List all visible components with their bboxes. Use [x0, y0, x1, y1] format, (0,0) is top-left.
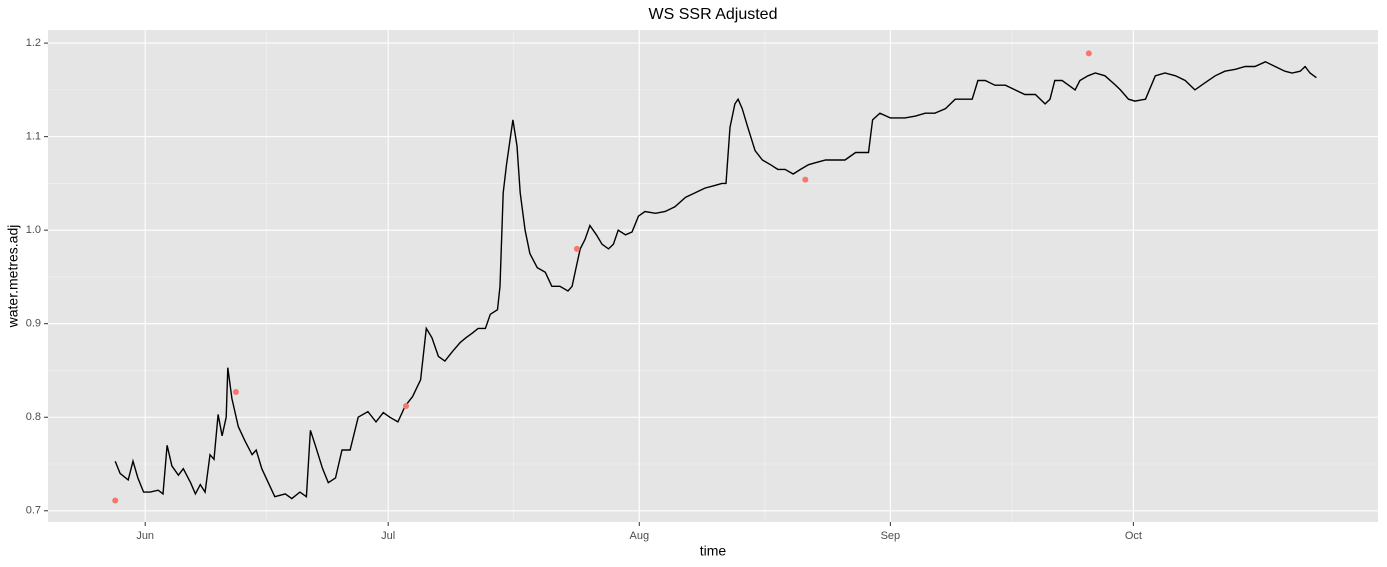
data-point: [1085, 50, 1092, 57]
data-point: [802, 176, 809, 183]
chart-title: WS SSR Adjusted: [649, 6, 778, 23]
y-tick-label: 1.0: [26, 224, 41, 236]
x-tick-label: Jul: [381, 530, 395, 542]
y-axis-title: water.metres.adj: [5, 225, 21, 329]
data-point: [112, 497, 119, 504]
data-point: [573, 245, 580, 252]
data-point: [232, 388, 239, 395]
y-tick-label: 0.8: [26, 411, 41, 423]
x-tick-label: Jun: [136, 530, 154, 542]
x-tick-label: Sep: [881, 530, 901, 542]
y-tick-label: 1.2: [26, 37, 41, 49]
x-axis-title: time: [700, 543, 727, 559]
data-point: [403, 403, 410, 410]
x-tick-label: Oct: [1125, 530, 1142, 542]
y-tick-label: 0.7: [26, 505, 41, 517]
data-line: [114, 61, 1317, 500]
plot-background: [48, 30, 1378, 522]
y-tick-label: 1.1: [26, 131, 41, 143]
x-tick-label: Aug: [630, 530, 650, 542]
y-tick-label: 0.9: [26, 318, 41, 330]
